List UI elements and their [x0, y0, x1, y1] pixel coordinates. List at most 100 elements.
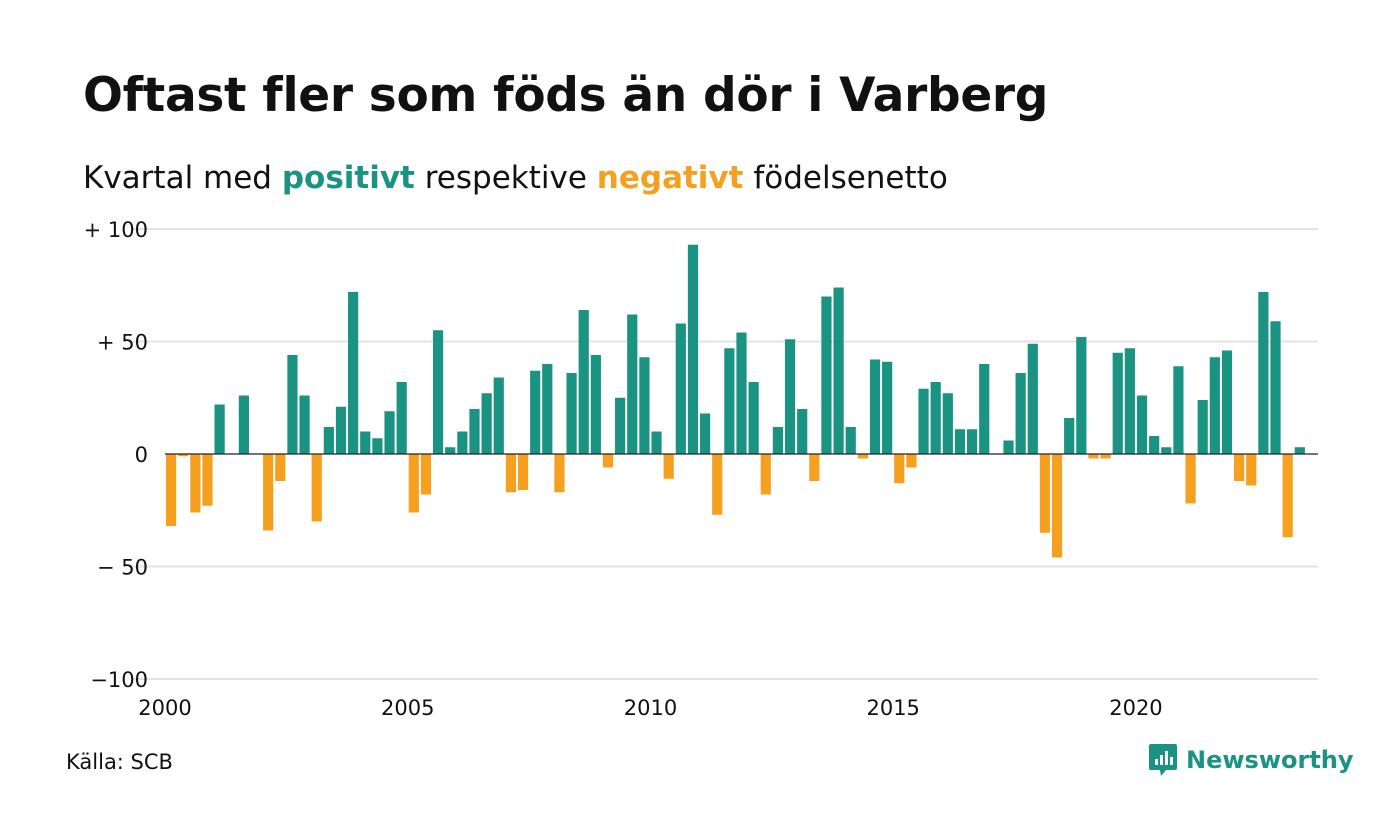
brand-logo[interactable]: Newsworthy [1148, 743, 1354, 777]
bar-positive[interactable] [1161, 447, 1172, 454]
bar-positive[interactable] [651, 431, 662, 455]
bar-positive[interactable] [1124, 348, 1135, 454]
bar-positive[interactable] [1149, 436, 1160, 454]
bar-positive[interactable] [323, 427, 334, 454]
bar-negative[interactable] [165, 454, 177, 526]
bar-negative[interactable] [275, 454, 286, 481]
bar-negative[interactable] [190, 454, 201, 513]
bar-positive[interactable] [869, 359, 881, 455]
bar-positive[interactable] [1209, 357, 1220, 454]
bar-positive[interactable] [299, 395, 310, 455]
bar-negative[interactable] [809, 454, 820, 481]
bar-positive[interactable] [699, 413, 711, 455]
bar-positive[interactable] [1136, 395, 1148, 455]
bar-positive[interactable] [845, 427, 856, 454]
bar-positive[interactable] [1258, 292, 1269, 454]
bar-negative[interactable] [1100, 454, 1111, 459]
bar-negative[interactable] [906, 454, 917, 468]
bar-positive[interactable] [639, 357, 650, 454]
bar-positive[interactable] [590, 355, 601, 454]
bar-positive[interactable] [687, 244, 699, 454]
bar-positive[interactable] [954, 429, 966, 454]
brand-name: Newsworthy [1186, 746, 1354, 774]
bar-positive[interactable] [724, 348, 735, 454]
bar-positive[interactable] [1076, 337, 1087, 454]
bar-negative[interactable] [760, 454, 771, 495]
bar-positive[interactable] [1064, 418, 1075, 454]
bar-positive[interactable] [1112, 352, 1123, 454]
bar-negative[interactable] [1282, 454, 1293, 538]
bar-layer [165, 244, 1305, 558]
bar-negative[interactable] [663, 454, 674, 479]
bar-positive[interactable] [445, 447, 456, 454]
bar-positive[interactable] [736, 332, 747, 455]
subtitle-middle: respektive [414, 160, 597, 196]
bar-positive[interactable] [979, 364, 990, 454]
bar-positive[interactable] [930, 382, 941, 454]
bar-positive[interactable] [469, 409, 480, 454]
bar-positive[interactable] [1003, 440, 1014, 455]
bar-positive[interactable] [675, 323, 686, 455]
bar-negative[interactable] [894, 454, 905, 484]
bar-positive[interactable] [1294, 447, 1305, 454]
bar-positive[interactable] [335, 406, 347, 454]
y-tick-label: + 100 [84, 218, 148, 242]
bar-positive[interactable] [457, 431, 468, 455]
bar-positive[interactable] [432, 330, 444, 454]
bar-positive[interactable] [238, 395, 249, 455]
bar-positive[interactable] [1270, 321, 1281, 454]
bar-positive[interactable] [348, 292, 359, 454]
bar-positive[interactable] [566, 373, 577, 454]
bar-negative[interactable] [857, 454, 868, 459]
bar-negative[interactable] [712, 454, 723, 515]
bar-positive[interactable] [821, 296, 832, 455]
bar-negative[interactable] [1039, 454, 1051, 533]
bar-negative[interactable] [1234, 454, 1245, 481]
bar-negative[interactable] [1246, 454, 1257, 486]
bar-negative[interactable] [311, 454, 322, 522]
bar-negative[interactable] [178, 454, 189, 457]
bar-positive[interactable] [481, 393, 492, 454]
bar-positive[interactable] [360, 431, 371, 455]
bar-positive[interactable] [797, 409, 808, 454]
bar-positive[interactable] [578, 310, 589, 454]
bar-positive[interactable] [772, 427, 783, 454]
bar-positive[interactable] [493, 377, 504, 455]
bar-negative[interactable] [202, 454, 213, 506]
bar-positive[interactable] [287, 355, 298, 454]
bar-negative[interactable] [420, 454, 432, 495]
bar-negative[interactable] [408, 454, 419, 513]
bar-positive[interactable] [882, 361, 893, 454]
bar-positive[interactable] [1027, 343, 1038, 454]
bar-positive[interactable] [542, 364, 553, 454]
bar-negative[interactable] [1051, 454, 1063, 558]
bar-positive[interactable] [396, 382, 407, 454]
source-note: Källa: SCB [66, 750, 173, 774]
bar-negative[interactable] [1185, 454, 1196, 504]
bar-positive[interactable] [615, 397, 626, 454]
axis-layer: + 100 + 50 0 − 50 −100 2000 2005 2010 2015 2020 [84, 218, 1318, 720]
bar-positive[interactable] [784, 339, 796, 454]
bar-positive[interactable] [748, 382, 759, 454]
bar-positive[interactable] [967, 429, 978, 454]
chart-subtitle: Kvartal med positivt respektive negativt… [83, 160, 948, 197]
bar-positive[interactable] [214, 404, 225, 455]
bar-positive[interactable] [1015, 373, 1026, 454]
bar-positive[interactable] [833, 287, 844, 455]
grid-layer [133, 228, 1318, 680]
bar-negative[interactable] [517, 454, 529, 490]
bar-positive[interactable] [1221, 350, 1233, 455]
bar-negative[interactable] [1088, 454, 1099, 459]
bar-negative[interactable] [505, 454, 516, 493]
bar-positive[interactable] [530, 370, 541, 454]
bar-negative[interactable] [263, 454, 274, 531]
bar-positive[interactable] [627, 314, 638, 455]
bar-positive[interactable] [384, 411, 395, 454]
bar-negative[interactable] [554, 454, 565, 493]
bar-positive[interactable] [942, 393, 953, 454]
bar-positive[interactable] [1173, 366, 1184, 454]
bar-positive[interactable] [1197, 400, 1208, 454]
bar-positive[interactable] [372, 438, 383, 454]
bar-positive[interactable] [918, 388, 929, 454]
bar-negative[interactable] [602, 454, 614, 468]
